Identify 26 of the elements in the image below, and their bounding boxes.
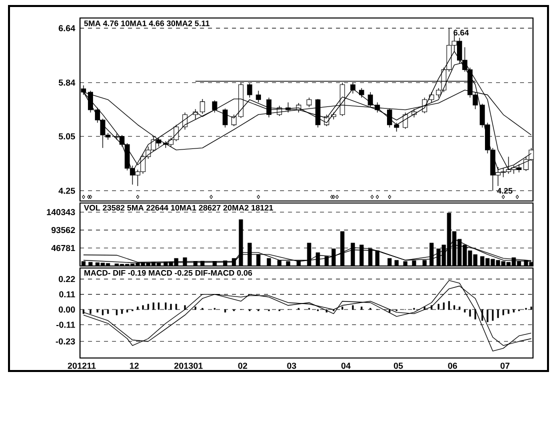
x-tick-label: 06 xyxy=(448,362,458,369)
y-tick-label: 0.22 xyxy=(58,276,75,282)
x-tick-label: 201301 xyxy=(174,362,203,369)
x-tick-label: 03 xyxy=(287,362,296,369)
x-tick-label: 201211 xyxy=(68,362,96,369)
x-tick-label: 07 xyxy=(500,362,510,369)
y-tick-label: -0.11 xyxy=(56,322,76,328)
annotation: 5MA 4.76 10MA1 4.66 30MA2 5.11 xyxy=(84,20,210,26)
x-tick-label: 05 xyxy=(394,362,403,369)
y-tick-label: 4.25 xyxy=(58,188,76,194)
x-tick-label: 02 xyxy=(238,362,248,369)
y-tick-label: 93562 xyxy=(51,226,75,234)
y-tick-label: -0.23 xyxy=(56,338,75,344)
annotation: 6.64 xyxy=(454,30,469,36)
y-tick-label: 6.64 xyxy=(58,25,76,32)
y-tick-label: 5.84 xyxy=(58,80,76,86)
annotation: MACD- DIF -0.19 MACD -0.25 DIF-MACD 0.06 xyxy=(84,270,252,276)
y-tick-label: 0.11 xyxy=(59,291,76,298)
annotation: 4.25 xyxy=(497,188,512,194)
y-tick-label: 0.00 xyxy=(58,306,75,313)
x-tick-label: 12 xyxy=(130,362,139,369)
y-tick-label: 140343 xyxy=(46,209,75,216)
x-tick-label: 04 xyxy=(341,362,351,369)
y-tick-label: 46781 xyxy=(51,244,76,252)
annotation: VOL 23582 5MA 22644 10MA1 28627 20MA2 18121 xyxy=(84,204,274,211)
y-tick-label: 5.05 xyxy=(58,133,76,140)
